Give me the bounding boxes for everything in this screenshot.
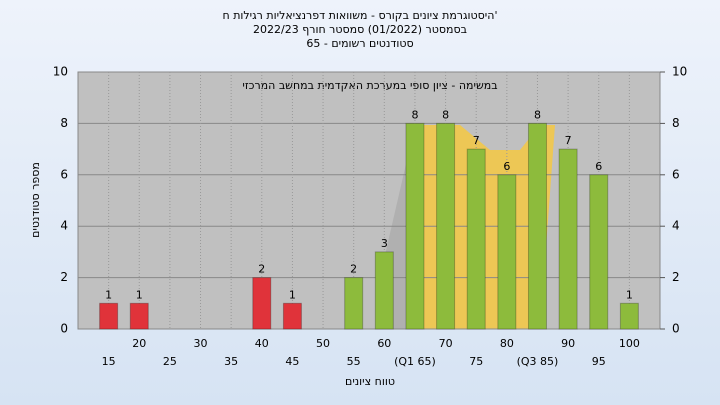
y-tick-label: 8	[60, 116, 68, 130]
x-tick-label: 60	[377, 337, 391, 350]
y-axis-label: מספר סטודנטים	[29, 162, 42, 238]
bar	[344, 277, 364, 330]
y-tick-label: 0	[60, 322, 68, 336]
value-label: 7	[473, 134, 480, 147]
bar	[436, 122, 456, 330]
value-label: 8	[442, 108, 449, 121]
y2-tick-label: 8	[672, 116, 680, 130]
value-label: 1	[105, 288, 112, 301]
x-tick-label: 70	[439, 337, 453, 350]
y-tick-label: 4	[60, 219, 68, 233]
bar	[282, 302, 302, 330]
value-label: 3	[381, 237, 388, 250]
bar	[129, 302, 149, 330]
x-tick-label: 75	[469, 355, 483, 368]
value-label: 8	[534, 108, 541, 121]
y-tick-label: 6	[60, 167, 68, 181]
y2-tick-label: 6	[672, 167, 680, 181]
x-tick-label: 100	[619, 337, 640, 350]
title-line: בסמסטר (01/2022) סמסטר חורף 2022/23	[253, 23, 467, 36]
value-label: 8	[411, 108, 418, 121]
value-label: 6	[595, 160, 602, 173]
y2-tick-label: 0	[672, 322, 680, 336]
x-axis-label: טווח ציונים	[345, 375, 395, 388]
x-tick-label: 55	[347, 355, 361, 368]
x-tick-label: (Q1 65)	[394, 355, 436, 368]
x-tick-label: 40	[255, 337, 269, 350]
y2-tick-label: 4	[672, 219, 680, 233]
x-tick-label: 35	[224, 355, 238, 368]
title-line: סטודנטים רשומים - 65	[306, 37, 413, 50]
value-label: 2	[258, 263, 265, 276]
bar	[466, 148, 486, 330]
value-label: 2	[350, 263, 357, 276]
x-tick-label: 95	[592, 355, 606, 368]
x-tick-label: 30	[194, 337, 208, 350]
y2-tick-label: 2	[672, 270, 680, 284]
x-tick-label: 15	[102, 355, 116, 368]
bar	[405, 122, 425, 330]
bar	[252, 277, 272, 330]
value-label: 1	[626, 288, 633, 301]
x-tick-label: 80	[500, 337, 514, 350]
bar	[558, 148, 578, 330]
value-label: 1	[136, 288, 143, 301]
bar	[497, 174, 517, 330]
bar	[589, 174, 609, 330]
bar	[99, 302, 119, 330]
x-tick-label: 25	[163, 355, 177, 368]
value-label: 7	[565, 134, 572, 147]
x-tick-label: 50	[316, 337, 330, 350]
value-label: 1	[289, 288, 296, 301]
x-tick-label: 20	[132, 337, 146, 350]
y2-tick-label: 10	[672, 65, 687, 79]
bar	[527, 122, 547, 330]
y-tick-label: 10	[53, 65, 68, 79]
y-tick-label: 2	[60, 270, 68, 284]
x-tick-label: (Q3 85)	[517, 355, 559, 368]
value-label: 6	[503, 160, 510, 173]
x-tick-label: 90	[561, 337, 575, 350]
x-tick-label: 45	[285, 355, 299, 368]
title-line: היסטוגרמת ציונים בקורס - משוואות דפרנציא…	[223, 9, 498, 22]
bar	[374, 251, 394, 330]
annotation: במשימה - ציון סופי במערכת האקדמית במחשב …	[242, 79, 497, 92]
bar	[619, 302, 639, 330]
